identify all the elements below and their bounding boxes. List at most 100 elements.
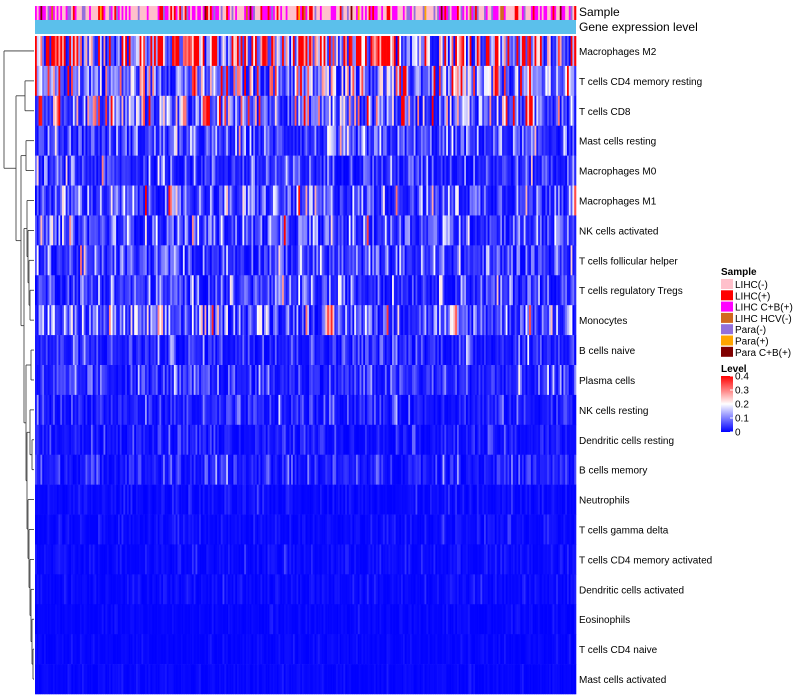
heatmap-cell [337, 155, 341, 186]
heatmap-cell [58, 275, 61, 306]
heatmap-cell [202, 275, 205, 306]
heatmap-cell [568, 245, 571, 276]
heatmap-cell [318, 125, 321, 156]
heatmap-cell [379, 335, 382, 366]
heatmap-cell [395, 305, 398, 336]
heatmap-cell [51, 185, 54, 216]
heatmap-cell [377, 394, 380, 426]
heatmap-cell [96, 155, 99, 186]
heatmap-cell [341, 185, 344, 216]
sample-annotation-cell [424, 6, 427, 20]
heatmap-cell [561, 65, 564, 97]
heatmap-cell [285, 365, 288, 396]
heatmap-cell [507, 275, 510, 306]
heatmap-cell [500, 185, 503, 216]
heatmap-cell [90, 365, 94, 396]
heatmap-cell [45, 245, 48, 276]
heatmap-cell [547, 125, 550, 156]
heatmap-cell [465, 424, 469, 456]
heatmap-cell [332, 454, 335, 485]
heatmap-cell [556, 95, 559, 127]
heatmap-cell [456, 185, 460, 216]
heatmap-cell [503, 424, 506, 456]
heatmap-cell [496, 424, 499, 456]
heatmap-cell [363, 394, 366, 426]
heatmap-cell [262, 305, 265, 336]
heatmap-cell [561, 245, 564, 276]
heatmap-cell [482, 155, 485, 186]
heatmap-cell [220, 185, 223, 216]
heatmap-cell [99, 245, 103, 276]
heatmap-cell [426, 335, 429, 366]
heatmap-cell [154, 36, 157, 67]
heatmap-cell [211, 65, 214, 97]
heatmap-cell [310, 65, 314, 97]
heatmap-cell [125, 275, 128, 306]
heatmap-cell [368, 155, 371, 186]
heatmap-cell [76, 95, 79, 127]
heatmap-cell [148, 394, 151, 426]
heatmap-cell [447, 424, 451, 456]
heatmap-cell [276, 185, 279, 216]
heatmap-cell [209, 424, 213, 456]
heatmap-cell [420, 424, 424, 456]
heatmap-cell [334, 215, 337, 246]
heatmap-cell [38, 275, 41, 306]
heatmap-cell [278, 36, 281, 67]
sample-annotation-cell [500, 6, 503, 20]
heatmap-cell [529, 305, 532, 336]
heatmap-cell [107, 185, 110, 216]
heatmap-cell [204, 454, 207, 485]
heatmap-cell [410, 394, 413, 426]
heatmap-cell [419, 394, 422, 426]
heatmap-cell [437, 95, 440, 127]
heatmap-cell [179, 65, 182, 97]
heatmap-cell [96, 365, 99, 396]
heatmap-cell [231, 275, 234, 306]
heatmap-cell [139, 245, 142, 276]
sample-annotation-cell [534, 6, 537, 20]
heatmap-cell [89, 155, 92, 186]
heatmap-cell [298, 305, 301, 336]
heatmap-cell [60, 125, 63, 156]
heatmap-cell [157, 365, 160, 396]
heatmap-cell [186, 424, 189, 456]
heatmap-cell [296, 65, 299, 97]
heatmap-cell [570, 65, 573, 97]
heatmap-cell [512, 245, 515, 276]
heatmap-cell [220, 245, 223, 276]
heatmap-cell [539, 275, 543, 306]
heatmap-cell [310, 95, 314, 127]
heatmap-cell [386, 215, 389, 246]
heatmap-cell [473, 65, 476, 97]
heatmap-cell [446, 65, 449, 97]
heatmap-cell [128, 275, 131, 306]
heatmap-cell [456, 335, 460, 366]
heatmap-cell [244, 305, 247, 336]
heatmap-cell [357, 275, 360, 306]
heatmap-cell [60, 245, 63, 276]
heatmap-cell [78, 245, 81, 276]
heatmap-cell [493, 125, 496, 156]
heatmap-cell [366, 185, 369, 216]
heatmap-cell [81, 394, 84, 426]
heatmap-cell [177, 155, 180, 186]
heatmap-cell [164, 454, 167, 485]
sample-annotation-cell [539, 6, 543, 20]
heatmap-cell [101, 125, 104, 156]
heatmap-cell [388, 424, 391, 456]
heatmap-cell [186, 65, 189, 97]
heatmap-cell [69, 215, 72, 246]
heatmap-cell [154, 335, 157, 366]
heatmap-cell [233, 185, 236, 216]
heatmap-cell [227, 305, 231, 336]
gene-expression-annotation-bar [35, 20, 576, 34]
heatmap-cell [402, 125, 405, 156]
heatmap-cell [455, 65, 458, 97]
heatmap-cell [179, 245, 182, 276]
heatmap-cell [80, 484, 83, 515]
heatmap-cell [521, 394, 525, 426]
heatmap-cell [96, 95, 99, 127]
heatmap-cell [548, 454, 552, 485]
heatmap-cell [386, 65, 389, 97]
